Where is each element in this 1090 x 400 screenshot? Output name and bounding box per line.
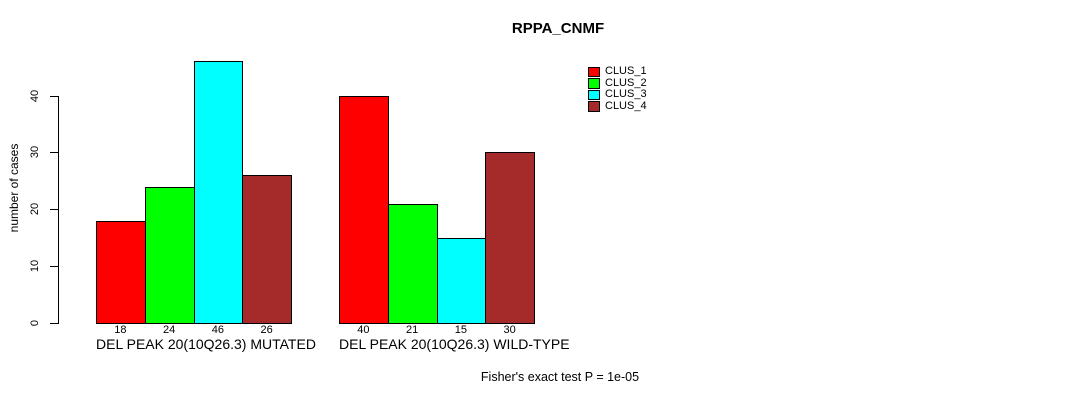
legend-row-clus-1: CLUS_1 (588, 66, 647, 78)
legend-label: CLUS_2 (605, 76, 647, 89)
bar-clus-3-group-2 (436, 237, 487, 324)
legend: CLUS_1 CLUS_2 CLUS_3 CLUS_4 (588, 66, 647, 112)
y-axis-tick-label: 10 (29, 260, 41, 273)
y-axis-tick (50, 95, 58, 97)
legend-row-clus-3: CLUS_3 (588, 89, 647, 101)
bar-clus-1-group-1 (96, 220, 146, 324)
fisher-test-annotation: Fisher's exact test P = 1e-05 (480, 370, 640, 384)
legend-swatch-icon (588, 66, 600, 78)
legend-label: CLUS_3 (605, 88, 647, 101)
y-axis-tick (50, 266, 58, 268)
legend-label: CLUS_1 (605, 65, 647, 78)
bar-clus-2-group-1 (144, 186, 195, 324)
bar-clus-3-group-1 (193, 61, 244, 324)
bar-clus-1-group-2 (339, 95, 389, 324)
bar-value-label: 26 (260, 324, 273, 336)
legend-swatch-icon (588, 89, 600, 101)
y-axis-tick-label: 30 (29, 146, 41, 159)
legend-swatch-icon (588, 78, 600, 89)
legend-row-clus-4: CLUS_4 (588, 101, 647, 113)
bar-clus-2-group-2 (387, 203, 438, 324)
bar-value-label: 24 (163, 324, 176, 336)
legend-swatch-icon (588, 101, 600, 112)
legend-row-clus-2: CLUS_2 (588, 76, 647, 90)
y-axis-tick-label: 40 (29, 89, 41, 102)
bar-value-label: 40 (357, 324, 370, 336)
group-label-1: DEL PEAK 20(10Q26.3) MUTATED (96, 336, 316, 352)
bar-value-label: 46 (211, 324, 224, 336)
bar-value-label: 15 (454, 324, 467, 336)
bar-clus-4-group-1 (242, 175, 292, 324)
y-axis-tick-label: 20 (29, 203, 41, 216)
chart-title: RPPA_CNMF (511, 20, 605, 37)
group-label-2: DEL PEAK 20(10Q26.3) WILD-TYPE (339, 336, 570, 352)
y-axis-label: number of cases (7, 143, 21, 233)
y-axis-tick-label: 0 (29, 319, 41, 327)
bar-value-label: 21 (406, 324, 419, 336)
y-axis-tick (50, 323, 58, 324)
bar-clus-4-group-2 (485, 152, 535, 324)
y-axis-line (58, 95, 59, 324)
y-axis-tick (50, 152, 58, 154)
y-axis-tick (50, 209, 58, 211)
legend-label: CLUS_4 (605, 100, 647, 113)
bar-value-label: 30 (503, 324, 516, 336)
bar-value-label: 18 (114, 324, 127, 336)
